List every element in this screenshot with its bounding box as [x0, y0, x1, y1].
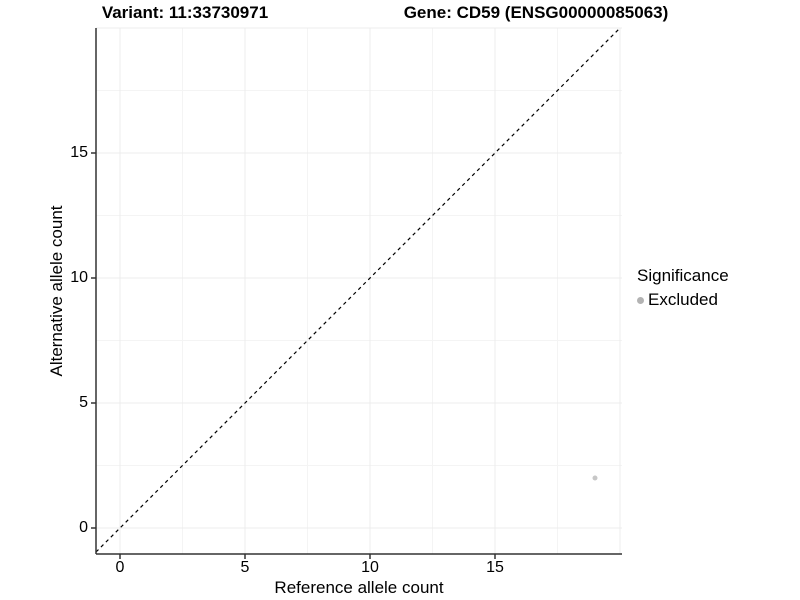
y-tick-label: 10: [70, 269, 88, 286]
data-point: [592, 475, 598, 481]
x-axis-title: Reference allele count: [274, 578, 444, 597]
x-tick-label: 5: [240, 559, 250, 576]
x-tick-label: 0: [115, 559, 125, 576]
legend-item-excluded: Excluded: [637, 290, 729, 310]
identity-dashed-line: [95, 27, 621, 553]
y-tick-label: 5: [79, 394, 88, 411]
y-axis-title: Alternative allele count: [47, 205, 66, 377]
legend-title: Significance: [637, 266, 729, 285]
gene-title: Gene: CD59 (ENSG00000085063): [403, 3, 669, 22]
legend-item-label: Excluded: [648, 290, 718, 309]
legend: Significance Excluded: [637, 266, 729, 310]
y-tick-label: 0: [79, 519, 88, 536]
legend-point-icon: [637, 296, 644, 304]
x-tick-label: 10: [361, 559, 379, 576]
x-tick-label: 15: [486, 559, 504, 576]
variant-title: Variant: 11:33730971: [101, 3, 269, 22]
y-tick-label: 15: [70, 144, 88, 161]
